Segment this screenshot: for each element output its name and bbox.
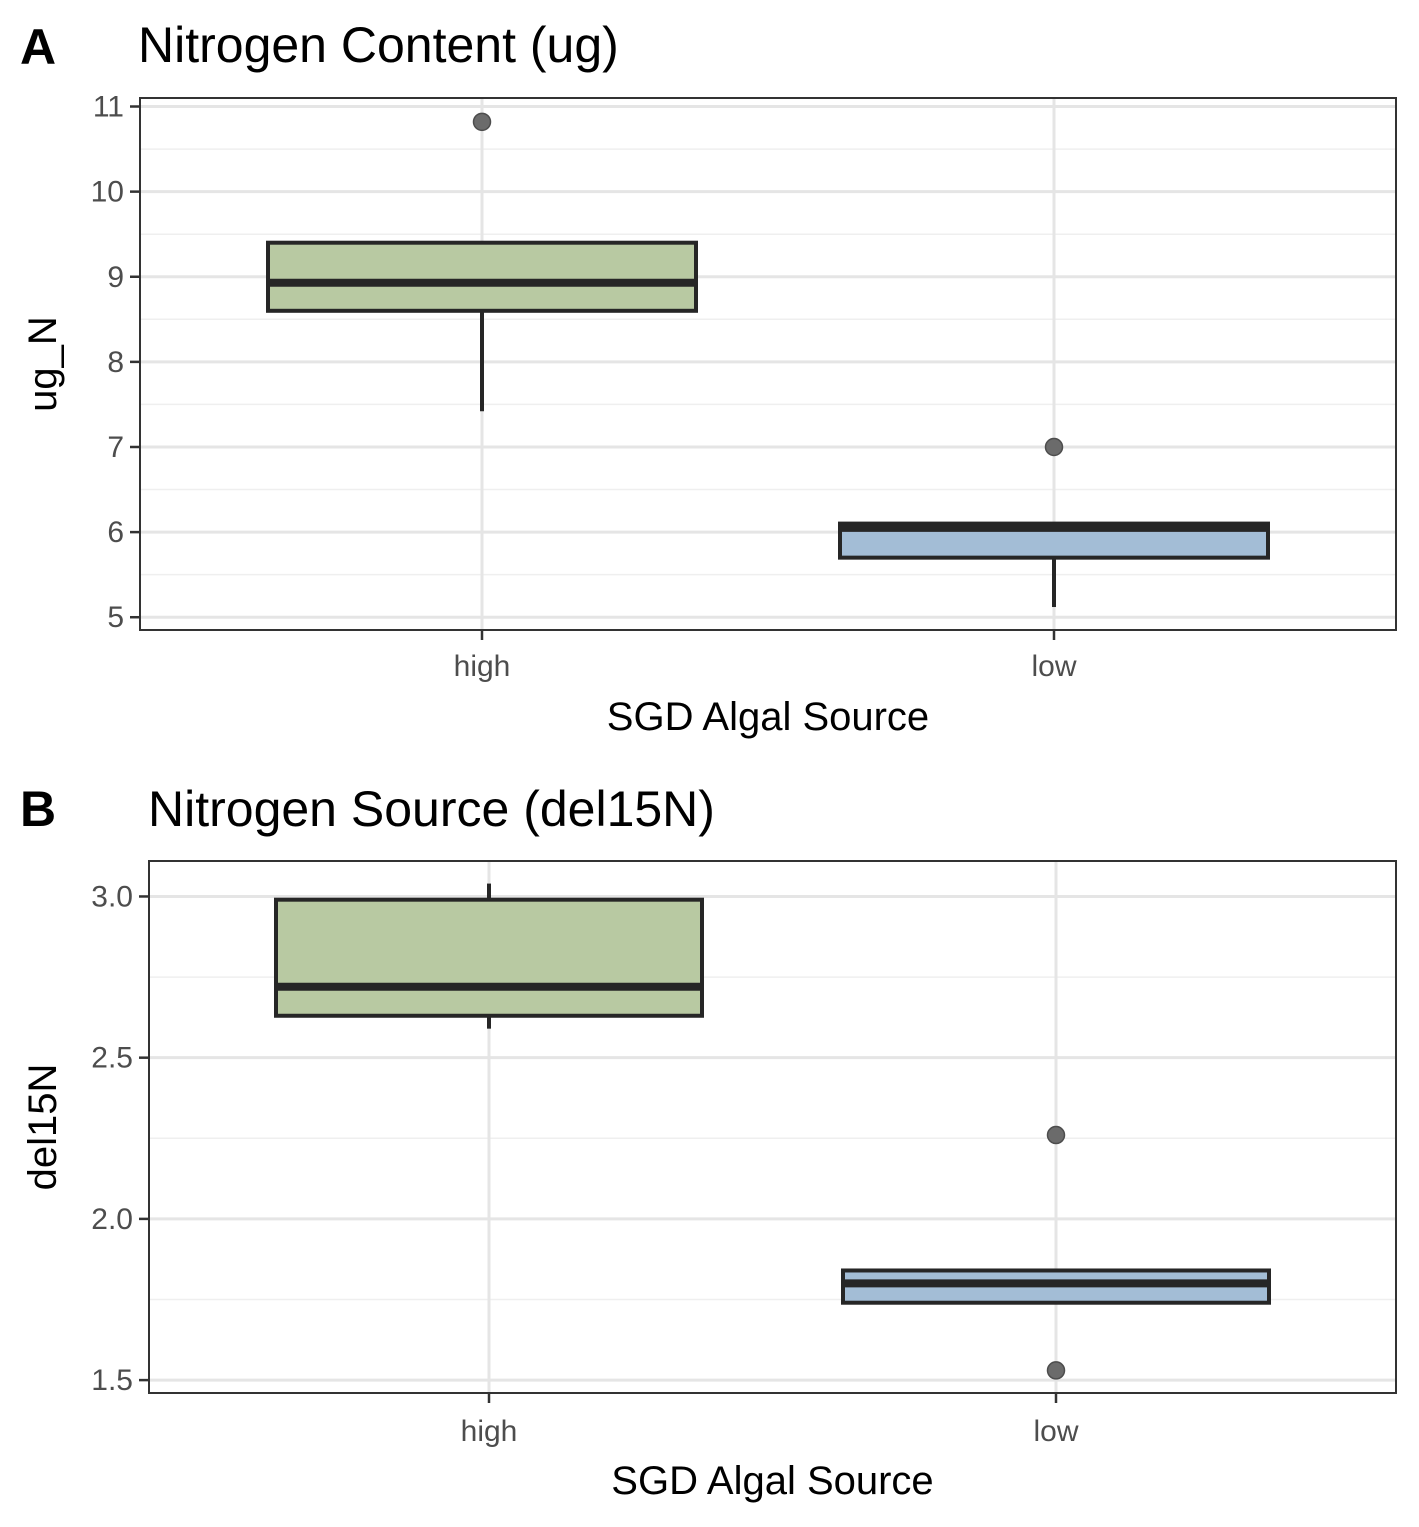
x-tick-label: high [454, 650, 511, 683]
panel-b-frame [148, 860, 1397, 1394]
panel-a: A Nitrogen Content (ug) 5 6 7 8 9 10 11 high low… [20, 17, 1397, 739]
y-tick-label: 3.0 [91, 880, 133, 913]
box-high [266, 112, 698, 412]
y-tick-label: 7 [107, 431, 124, 464]
x-tick-label: high [461, 1415, 518, 1448]
outlier-point [1046, 1361, 1066, 1380]
panel-a-tag: A [20, 19, 56, 75]
panel-a-boxes [266, 112, 1270, 608]
y-tick-label: 6 [107, 516, 124, 549]
panel-b: B Nitrogen Source (del15N) 1.5 2.0 2.5 3.0 h… [20, 781, 1397, 1503]
box-iqr [274, 897, 704, 1018]
panel-a-ticks: 5 6 7 8 9 10 11 high low [91, 91, 1077, 683]
panel-a-title: Nitrogen Content (ug) [138, 17, 619, 73]
y-tick-label: 11 [93, 91, 124, 124]
panel-a-y-axis-title: ug_N [21, 316, 65, 412]
x-tick-label: low [1033, 1415, 1078, 1448]
panel-b-boxes [274, 883, 1271, 1380]
panel-b-tag: B [20, 781, 56, 837]
y-tick-label: 2.0 [91, 1203, 133, 1236]
outlier-point [1044, 437, 1064, 457]
box-low [838, 437, 1270, 608]
box-high [274, 883, 704, 1029]
x-tick-label: low [1031, 650, 1076, 683]
panel-b-x-axis-title: SGD Algal Source [611, 1459, 933, 1503]
outlier-point [1046, 1125, 1066, 1145]
y-tick-label: 2.5 [91, 1042, 133, 1075]
y-tick-label: 10 [91, 176, 124, 209]
y-tick-label: 9 [107, 261, 124, 294]
panel-b-y-axis-title: del15N [21, 1064, 65, 1191]
panel-b-title: Nitrogen Source (del15N) [148, 781, 715, 837]
box-low [841, 1125, 1271, 1380]
y-tick-label: 5 [107, 601, 124, 634]
box-iqr [266, 240, 698, 313]
outlier-point [472, 112, 492, 132]
panel-a-x-axis-title: SGD Algal Source [607, 695, 929, 739]
y-tick-label: 1.5 [91, 1364, 133, 1397]
y-tick-label: 8 [107, 346, 124, 379]
panel-a-frame [139, 97, 1397, 631]
panel-b-ticks: 1.5 2.0 2.5 3.0 high low [91, 880, 1079, 1448]
